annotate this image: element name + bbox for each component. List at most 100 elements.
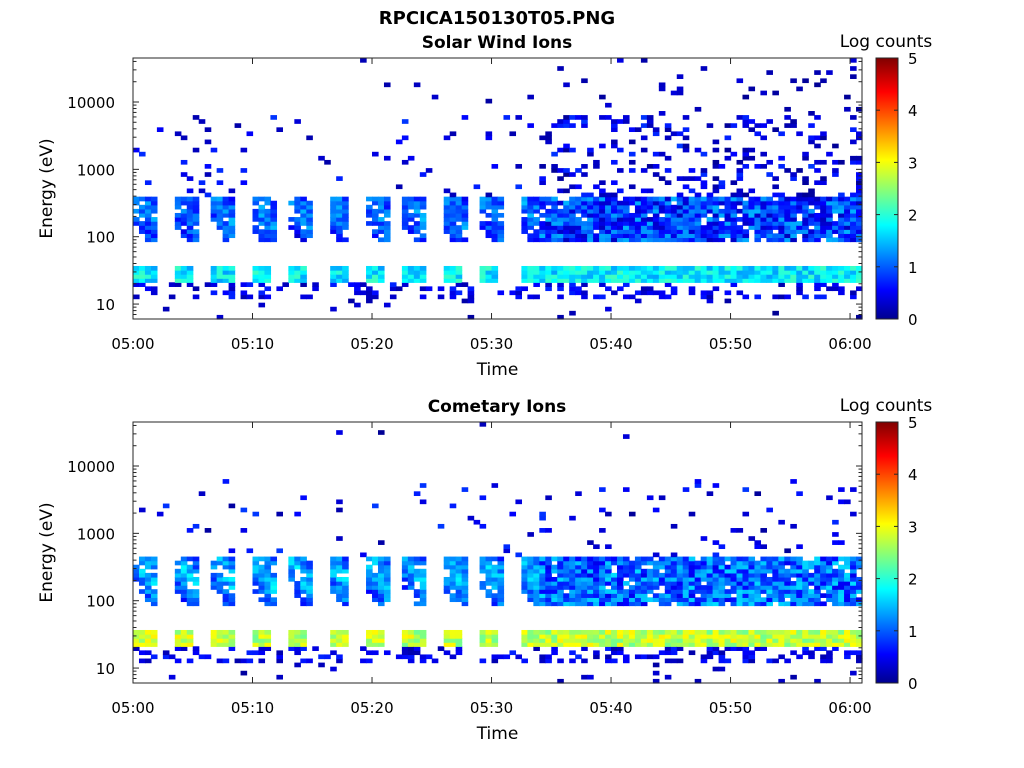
spectrogram-cell [300, 564, 307, 570]
spectrogram-cell [222, 225, 230, 230]
spectrogram-cell [844, 229, 851, 234]
spectrogram-cell [718, 572, 726, 578]
spectrogram-cell [401, 159, 409, 165]
spectrogram-cell [210, 274, 218, 279]
spectrogram-cell [138, 507, 146, 513]
spectrogram-cell [634, 564, 642, 570]
spectrogram-cell [664, 638, 672, 643]
spectrogram-cell [676, 270, 684, 275]
spectrogram-cell [216, 168, 224, 173]
spectrogram-cell [336, 200, 343, 206]
spectrogram-cell [856, 642, 863, 647]
spectrogram-cell [138, 556, 146, 562]
spectrogram-cell [605, 576, 612, 582]
spectrogram-cell [569, 200, 576, 206]
spectrogram-cell [563, 233, 570, 239]
spectrogram-cell [730, 564, 738, 570]
spectrogram-cell [216, 560, 224, 566]
spectrogram-cell [664, 646, 672, 651]
spectrogram-cell [850, 265, 857, 271]
spectrogram-cell [150, 601, 158, 607]
spectrogram-cell [634, 229, 642, 234]
spectrogram-cell [628, 597, 636, 603]
spectrogram-cell [258, 208, 266, 214]
spectrogram-cell [133, 642, 140, 647]
spectrogram-cell [491, 233, 499, 239]
spectrogram-cell [605, 593, 612, 598]
spectrogram-cell [222, 270, 230, 275]
spectrogram-cell [844, 585, 851, 590]
figure-title: RPCICA150130T05.PNG [379, 8, 615, 29]
spectrogram-cell [712, 196, 720, 202]
spectrogram-cell [760, 581, 767, 586]
spectrogram-cell [581, 221, 588, 226]
spectrogram-cell [688, 265, 696, 271]
spectrogram-cell [527, 642, 534, 647]
spectrogram-cell [144, 200, 152, 206]
spectrogram-cell [581, 642, 588, 647]
spectrogram-cell [712, 568, 720, 574]
spectrogram-cell [652, 200, 660, 206]
spectrogram-cell [617, 147, 624, 153]
spectrogram-cell [533, 229, 540, 234]
spectrogram-cell [856, 200, 863, 206]
y-tick-label: 10000 [67, 458, 115, 476]
spectrogram-cell [652, 151, 660, 157]
spectrogram-cell [312, 286, 319, 292]
spectrogram-cell [826, 229, 833, 234]
spectrogram-cell [150, 290, 158, 296]
spectrogram-cell [575, 581, 582, 586]
spectrogram-cell [533, 274, 540, 279]
spectrogram-cell [521, 634, 528, 639]
spectrogram-cell [628, 212, 636, 218]
spectrogram-cell [826, 650, 833, 656]
spectrogram-cell [599, 115, 606, 120]
spectrogram-cell [455, 646, 463, 651]
spectrogram-cell [228, 629, 236, 635]
spectrogram-cell [288, 568, 295, 574]
spectrogram-cell [581, 634, 588, 639]
spectrogram-cell [216, 638, 224, 643]
spectrogram-cell [802, 265, 809, 271]
spectrogram-cell [330, 572, 337, 578]
spectrogram-cell [377, 634, 385, 639]
spectrogram-cell [133, 221, 140, 226]
spectrogram-cell [760, 200, 767, 206]
spectrogram-cell [557, 119, 564, 124]
spectrogram-cell [336, 499, 343, 505]
spectrogram-cell [844, 581, 851, 586]
spectrogram-cell [443, 638, 451, 643]
spectrogram-cell [575, 491, 582, 497]
spectrogram-cell [730, 217, 738, 222]
x-axis-ticks: 05:00 05:10 05:20 05:30 05:40 05:50 06:00 [111, 422, 872, 717]
spectrogram-cell [264, 233, 272, 239]
spectrogram-cell [766, 560, 773, 566]
spectrogram-cell [646, 634, 654, 639]
spectrogram-cell [640, 286, 648, 292]
spectrogram-cell [593, 204, 600, 210]
spectrogram-cell [138, 196, 146, 202]
spectrogram-cell [276, 674, 283, 680]
spectrogram-cell [144, 642, 152, 647]
spectrogram-cell [156, 127, 164, 133]
spectrogram-cell [760, 572, 767, 578]
spectrogram-cell [455, 638, 463, 643]
spectrogram-cell [342, 642, 349, 647]
spectrogram-cell [730, 597, 738, 603]
spectrogram-cell [634, 270, 642, 275]
spectrogram-cell [539, 233, 546, 239]
spectrogram-cell [563, 229, 570, 234]
spectrogram-cell [174, 560, 182, 566]
spectrogram-cell [820, 212, 827, 218]
spectrogram-cell [491, 572, 499, 578]
spectrogram-cell [593, 572, 600, 578]
spectrogram-cell [652, 678, 660, 684]
spectrogram-cell [844, 589, 851, 594]
spectrogram-cell [479, 556, 487, 562]
spectrogram-cell [605, 634, 612, 639]
spectrogram-cell [814, 233, 821, 239]
spectrogram-cell [276, 286, 283, 292]
axes-frame [132, 421, 863, 684]
spectrogram-cell [838, 265, 845, 271]
spectrogram-cell [563, 270, 570, 275]
